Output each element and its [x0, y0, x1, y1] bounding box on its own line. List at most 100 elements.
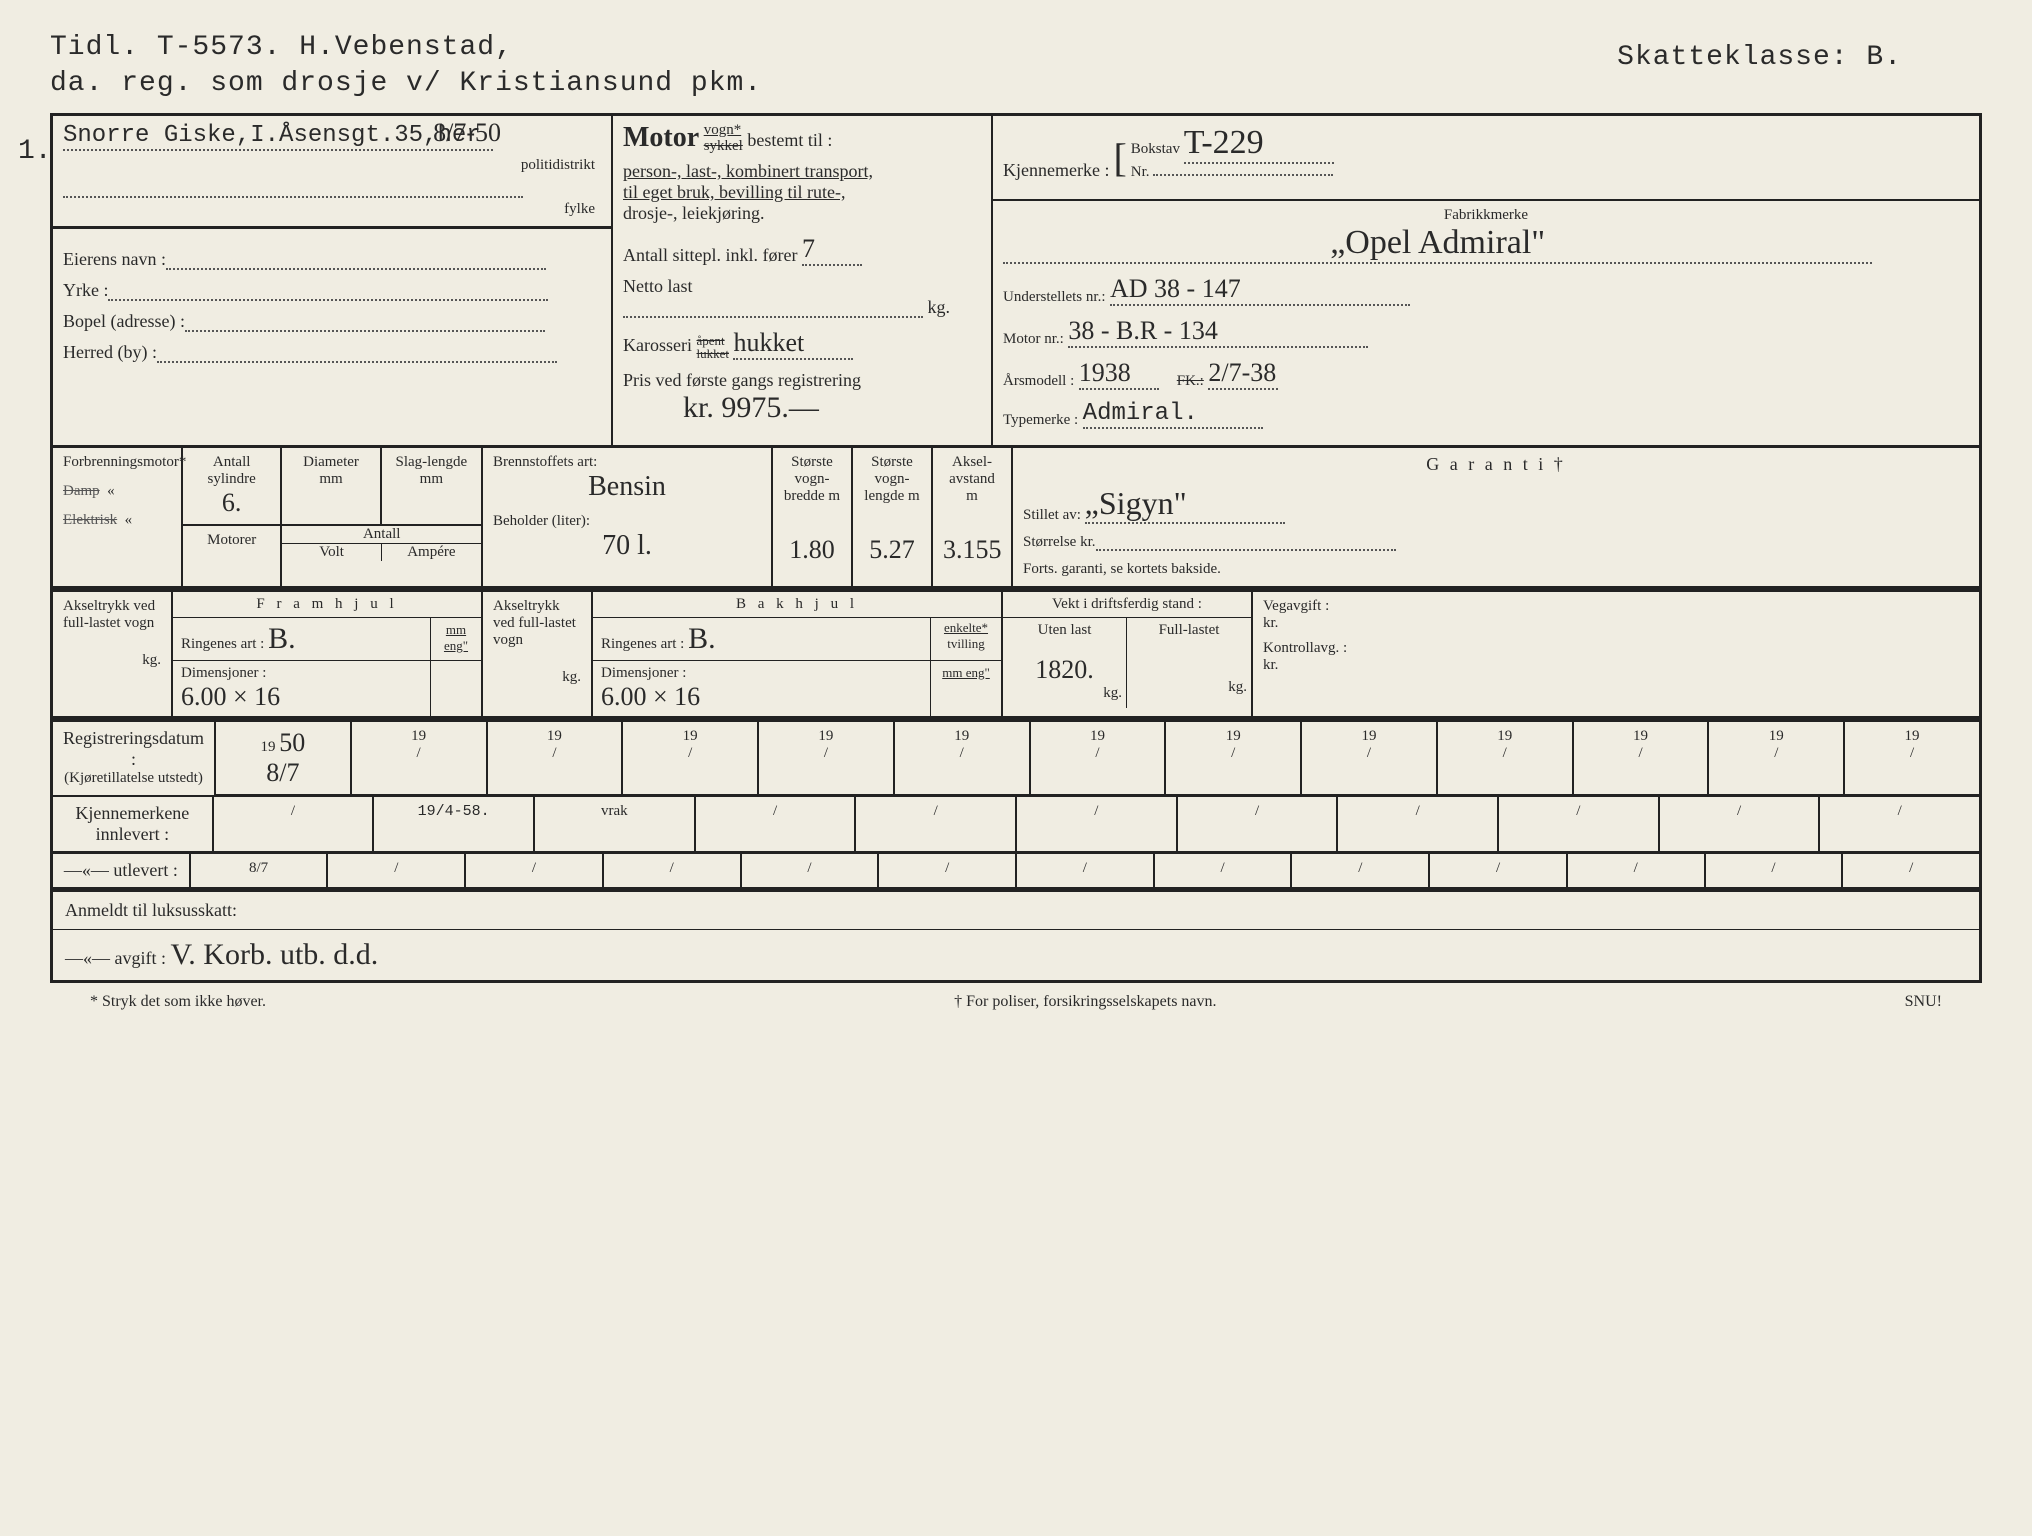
usage-line1: person-, last-, kombinert transport, [623, 161, 873, 181]
innlevert-date: 19/4-58. [374, 797, 535, 853]
motorer-label: Motorer [193, 532, 270, 549]
ringenes-front-value: B. [268, 622, 296, 655]
motor-heading: Motor [623, 122, 699, 153]
framhjul-label: F r a m h j u l [173, 592, 481, 618]
kjennemerke-label: Kjennemerke : [1003, 160, 1109, 181]
sittepl-value: 7 [802, 234, 862, 266]
form-frame: 1. 8/7-50 Snorre Giske,I.Åsensgt.35,her … [50, 113, 1982, 983]
diameter-label: Diameter mm [292, 454, 369, 488]
volt-label: Volt [282, 544, 381, 561]
reg-sub: (Kjøretillatelse utstedt) [64, 770, 203, 786]
pris-value: kr. 9975.— [623, 391, 981, 425]
skatteklasse-label: Skatteklasse: [1617, 42, 1848, 73]
reg-label: Registreringsdatum : [63, 728, 204, 769]
luksus-block: Anmeldt til luksusskatt: —«— avgift : V.… [53, 892, 1979, 980]
understell-label: Understellets nr.: [1003, 289, 1105, 305]
bredde-value: 1.80 [783, 535, 841, 565]
usage-line2: til eget bruk, bevilling til rute-, [623, 182, 845, 202]
slaglengde-label: Slag-lengde mm [392, 454, 471, 488]
header: Tidl. T-5573. H.Vebenstad, da. reg. som … [50, 30, 1982, 103]
dates-block: Registreringsdatum : (Kjøretillatelse ut… [53, 722, 1979, 892]
upper-block: 8/7-50 Snorre Giske,I.Åsensgt.35,her pol… [53, 116, 1979, 448]
karosseri-label: Karosseri [623, 335, 692, 355]
beholder-label: Beholder (liter): [493, 513, 761, 530]
vekt-label: Vekt i driftsferdig stand : [1003, 592, 1251, 618]
header-left: Tidl. T-5573. H.Vebenstad, da. reg. som … [50, 30, 762, 103]
forts-label: Forts. garanti, se kortets bakside. [1023, 561, 1969, 578]
bopel-label: Bopel (adresse) : [63, 311, 185, 331]
elektrisk-label: Elektrisk [63, 512, 117, 528]
ringenes-rear-label: Ringenes art : [601, 636, 684, 652]
eierens-navn-label: Eierens navn : [63, 249, 166, 269]
kg-label-1: kg. [63, 652, 161, 669]
nettolast-label: Netto last [623, 276, 693, 296]
owner-typed: Snorre Giske,I.Åsensgt.35,her [63, 122, 493, 151]
ampere-label: Ampére [382, 544, 481, 561]
lengde-value: 5.27 [863, 535, 921, 565]
ident-cell: Kjennemerke : [ Bokstav T-229 Nr. Fabrik… [993, 116, 1979, 448]
karosseri-struck2: lukket [696, 346, 729, 361]
beholder-value: 70 l. [493, 530, 761, 562]
usage-line3: drosje-, leiekjøring. [623, 203, 981, 224]
lengde-label: Største vogn-lengde m [863, 454, 921, 505]
fabrikkmerke-value: „Opel Admiral" [1003, 224, 1872, 264]
innlevert-label: Kjennemerkene innlevert : [75, 803, 189, 844]
bestemt-label: bestemt til : [747, 130, 832, 150]
uten-last-value: 1820. [1007, 655, 1122, 685]
sittepl-label: Antall sittepl. inkl. fører [623, 245, 797, 265]
wheels-row: Akseltrykk ved full-lastet vogn kg. F r … [53, 592, 1979, 722]
footnote: * Stryk det som ikke høver. † For polise… [50, 983, 1982, 1021]
akselavstand-label: Aksel-avstand m [943, 454, 1001, 505]
tvilling-label: tvilling [947, 636, 985, 651]
sylindre-label: Antall sylindre [193, 454, 270, 488]
avgift-label: —«— avgift : [65, 948, 166, 968]
karosseri-value: hukket [733, 328, 853, 360]
bakhjul-label: B a k h j u l [593, 592, 1001, 618]
owner-date-hand: 8/7-50 [433, 118, 501, 148]
header-line1: Tidl. T-5573. H.Vebenstad, [50, 30, 762, 66]
specs-row: Forbrenningsmotor* Damp « Elektrisk « An… [53, 448, 1979, 592]
garanti-label: G a r a n t i † [1023, 454, 1969, 475]
uten-last-label: Uten last [1007, 622, 1122, 639]
storrelse-label: Størrelse kr. [1023, 534, 1096, 550]
akselavstand-value: 3.155 [943, 535, 1001, 565]
typemerke-value: Admiral. [1083, 400, 1263, 429]
brennstoff-label: Brennstoffets art: [493, 454, 761, 471]
fk-label: FK.: [1177, 373, 1204, 389]
motornr-label: Motor nr.: [1003, 331, 1064, 347]
foot-right: SNU! [1905, 993, 1942, 1011]
bredde-label: Største vogn-bredde m [783, 454, 841, 505]
foot-mid: † For poliser, forsikringsselskapets nav… [954, 993, 1216, 1011]
nr-label: Nr. [1131, 164, 1150, 180]
anmeldt-label: Anmeldt til luksusskatt: [65, 900, 237, 920]
enkelte-label: enkelte* [944, 620, 988, 635]
brennstoff-value: Bensin [493, 471, 761, 503]
kr-label-2: kr. [1263, 657, 1969, 674]
arsmodell-value: 1938 [1079, 358, 1159, 390]
vegavgift-label: Vegavgift : [1263, 598, 1969, 615]
yrke-label: Yrke : [63, 280, 108, 300]
understell-value: AD 38 - 147 [1110, 274, 1410, 306]
arsmodell-label: Årsmodell : [1003, 373, 1074, 389]
typemerke-label: Typemerke : [1003, 412, 1078, 428]
stillet-label: Stillet av: [1023, 507, 1081, 523]
reg-date1: 8/7 [266, 758, 299, 787]
header-right: Skatteklasse: B. [1617, 30, 1982, 103]
mm-eng-front: mm eng" [444, 622, 468, 653]
forbrenning-label: Forbrenningsmotor* [63, 454, 171, 471]
ringenes-rear-value: B. [688, 622, 716, 655]
utlevert-label: —«— utlevert : [64, 860, 178, 880]
bokstav-value: T-229 [1184, 124, 1334, 164]
dim-rear-value: 6.00 × 16 [601, 682, 700, 711]
reg-year1: 50 [279, 728, 305, 757]
bokstav-label: Bokstav [1131, 141, 1180, 157]
akseltrykk-rear-label: Akseltrykk ved full-lastet vogn [493, 598, 581, 649]
registration-card: Tidl. T-5573. H.Vebenstad, da. reg. som … [50, 30, 1982, 1021]
dim-front-value: 6.00 × 16 [181, 682, 280, 711]
full-lastet-label: Full-lastet [1131, 622, 1247, 639]
skatteklasse-value: B. [1866, 42, 1902, 73]
politidistrikt-label: politidistrikt [521, 157, 595, 174]
dim-front-label: Dimensjoner : [181, 665, 266, 681]
antall-label: Antall [282, 526, 481, 544]
kontrollavg-label: Kontrollavg. : [1263, 640, 1969, 657]
